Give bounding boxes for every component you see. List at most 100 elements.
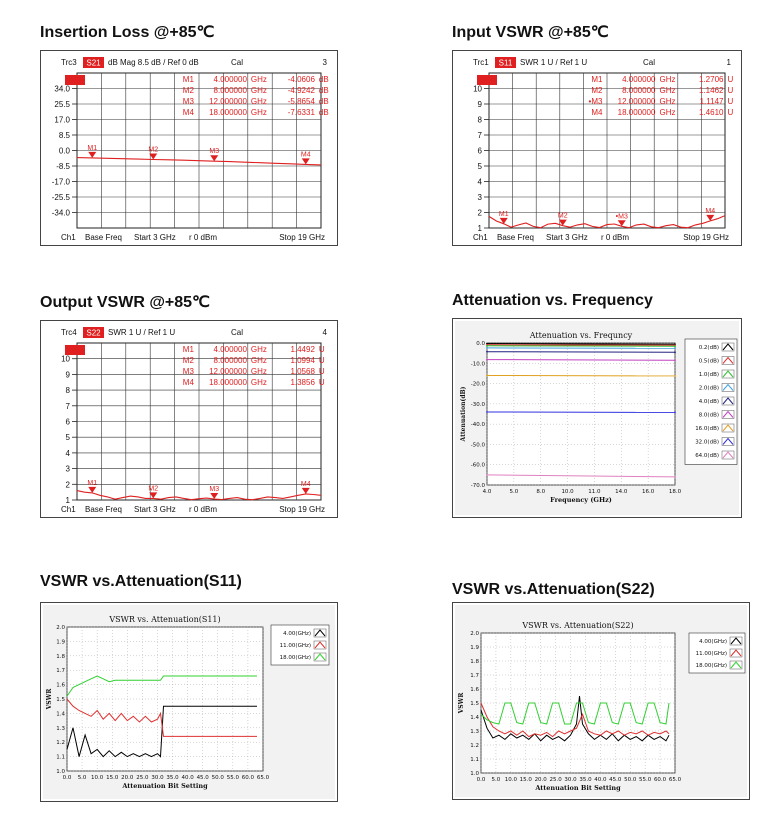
marker-freq-unit: GHz <box>251 108 267 117</box>
marker-value-unit: dB <box>319 86 329 95</box>
y-tick-label: 9 <box>478 100 483 109</box>
x-tick-label: 8.0 <box>536 489 545 495</box>
legend-label: 1.0(dB) <box>699 372 719 378</box>
footer-start: Start 3 GHz <box>134 233 176 242</box>
y-tick-label: 7 <box>478 131 483 140</box>
x-tick-label: 20.0 <box>121 775 134 781</box>
marker-value: -5.8654 <box>288 97 316 106</box>
y-tick-label: 6 <box>478 147 483 156</box>
footer-base: Base Freq <box>497 233 534 242</box>
marker-value: -7.6331 <box>288 108 316 117</box>
marker-triangle <box>88 151 97 158</box>
x-tick-label: 60.0 <box>242 775 255 781</box>
marker-triangle-label: M4 <box>301 481 311 488</box>
legend-swatch <box>722 383 734 391</box>
y-tick-label: -50.0 <box>471 442 486 448</box>
chart-title-output-vswr: Output VSWR @+85℃ <box>40 294 211 311</box>
legend-swatch-box <box>721 396 735 406</box>
x-axis-label: Attenuation Bit Setting <box>121 782 208 790</box>
legend-swatch <box>722 397 734 405</box>
footer-start: Start 3 GHz <box>546 233 588 242</box>
footer-channel: Ch1 <box>61 505 76 514</box>
x-tick-label: 25.0 <box>136 775 149 781</box>
param-badge-bg <box>83 327 104 338</box>
series-line <box>66 705 257 758</box>
x-tick-label: 55.0 <box>639 777 652 783</box>
panel-vswr-s22: VSWR vs. Attenuation(S22) 0.0 5.0 10.0 15.0 2… <box>452 602 750 800</box>
legend-swatch-box <box>729 660 743 670</box>
plot-title: VSWR vs. Attenuation(S22) <box>521 621 633 630</box>
cal-label: Cal <box>231 58 243 67</box>
marker-freq-unit: GHz <box>251 356 267 365</box>
x-tick-label: 30.0 <box>564 777 577 783</box>
legend-swatch-box <box>721 423 735 433</box>
series-point <box>674 374 676 377</box>
y-tick-label: 2.0 <box>56 625 65 631</box>
y-tick-label: 8.5 <box>59 131 71 140</box>
legend-swatch-box <box>729 636 743 646</box>
marker-value: 1.3856 <box>290 378 315 387</box>
param-label: S21 <box>86 59 101 68</box>
chart-title-input-vswr: Input VSWR @+85℃ <box>452 24 609 41</box>
y-tick-label: 3 <box>66 465 71 474</box>
marker-value: -4.9242 <box>288 86 316 95</box>
marker-value-unit: U <box>319 378 325 387</box>
y-tick-label: -20.0 <box>471 382 486 388</box>
y-tick-label: 1 <box>66 496 71 505</box>
cal-label: Cal <box>231 328 243 337</box>
y-tick-label: 3 <box>478 193 483 202</box>
vna-chart-output-vswr: 10 9 8 7 6 5 4 3 2 1 Trc4 S22 SWR 1 U / Ref 1 U Cal 4 M… <box>61 327 328 514</box>
y-tick-label: 17.0 <box>54 116 70 125</box>
y-tick-label: -25.5 <box>52 193 71 202</box>
marker-freq-unit: GHz <box>659 108 675 117</box>
marker-value-unit: U <box>319 356 325 365</box>
series-point <box>486 411 488 413</box>
legend-label: 18.00(GHz) <box>280 655 311 661</box>
footer-power: r 0 dBm <box>601 233 629 242</box>
marker-frequency: 8.000000 <box>214 86 248 95</box>
series-line <box>480 695 670 742</box>
panel-attenuation-frequency: Attenuation vs. Frequncy 4.0 5.0 8.0 10.0 11.… <box>452 318 742 518</box>
series-line <box>486 359 676 361</box>
legend-swatch-box <box>313 628 327 638</box>
x-tick-label: 20.0 <box>535 777 548 783</box>
marker-frequency: 4.000000 <box>214 75 248 84</box>
marker-value: 1.0994 <box>290 356 315 365</box>
x-tick-label: 25.0 <box>549 777 562 783</box>
series-point <box>674 359 676 362</box>
y-tick-label: 1.1 <box>56 755 65 761</box>
y-tick-label: 0.0 <box>59 147 71 156</box>
legend-swatch <box>722 451 734 459</box>
y-tick-label: 1.7 <box>470 673 479 679</box>
legend-swatch <box>722 424 734 432</box>
marker-triangle-label: M2 <box>148 146 158 153</box>
footer-stop: Stop 19 GHz <box>279 233 325 242</box>
y-tick-label: 1.2 <box>56 740 65 746</box>
marker-triangle <box>301 487 310 494</box>
legend-label: 64.0(dB) <box>695 453 719 459</box>
cal-label: Cal <box>643 58 655 67</box>
legend-label: 8.0(dB) <box>699 413 719 419</box>
y-axis-label: VSWR <box>46 688 53 711</box>
series-point <box>674 347 676 350</box>
marker-value: 1.0568 <box>290 367 315 376</box>
y-tick-label: -40.0 <box>471 422 486 428</box>
marker-triangle <box>149 492 158 499</box>
legend-label: 11.00(GHz) <box>280 643 311 649</box>
series-point <box>674 411 676 414</box>
marker-value-unit: U <box>319 345 325 354</box>
y-tick-label: 1.4 <box>470 715 479 721</box>
trace-line <box>76 490 322 501</box>
x-tick-label: 10.0 <box>505 777 518 783</box>
marker-triangle-label: M2 <box>148 485 158 492</box>
legend-swatch-box <box>313 652 327 662</box>
x-tick-label: 55.0 <box>227 775 240 781</box>
marker-triangle-label: M1 <box>499 211 509 218</box>
y-tick-label: -70.0 <box>471 483 486 489</box>
marker-frequency: 18.000000 <box>618 108 656 117</box>
legend-label: 4.0(dB) <box>699 399 719 405</box>
marker-value: 1.1462 <box>699 86 724 95</box>
plot-area <box>66 626 264 772</box>
series-point <box>674 475 676 478</box>
marker-value-unit: U <box>727 75 733 84</box>
